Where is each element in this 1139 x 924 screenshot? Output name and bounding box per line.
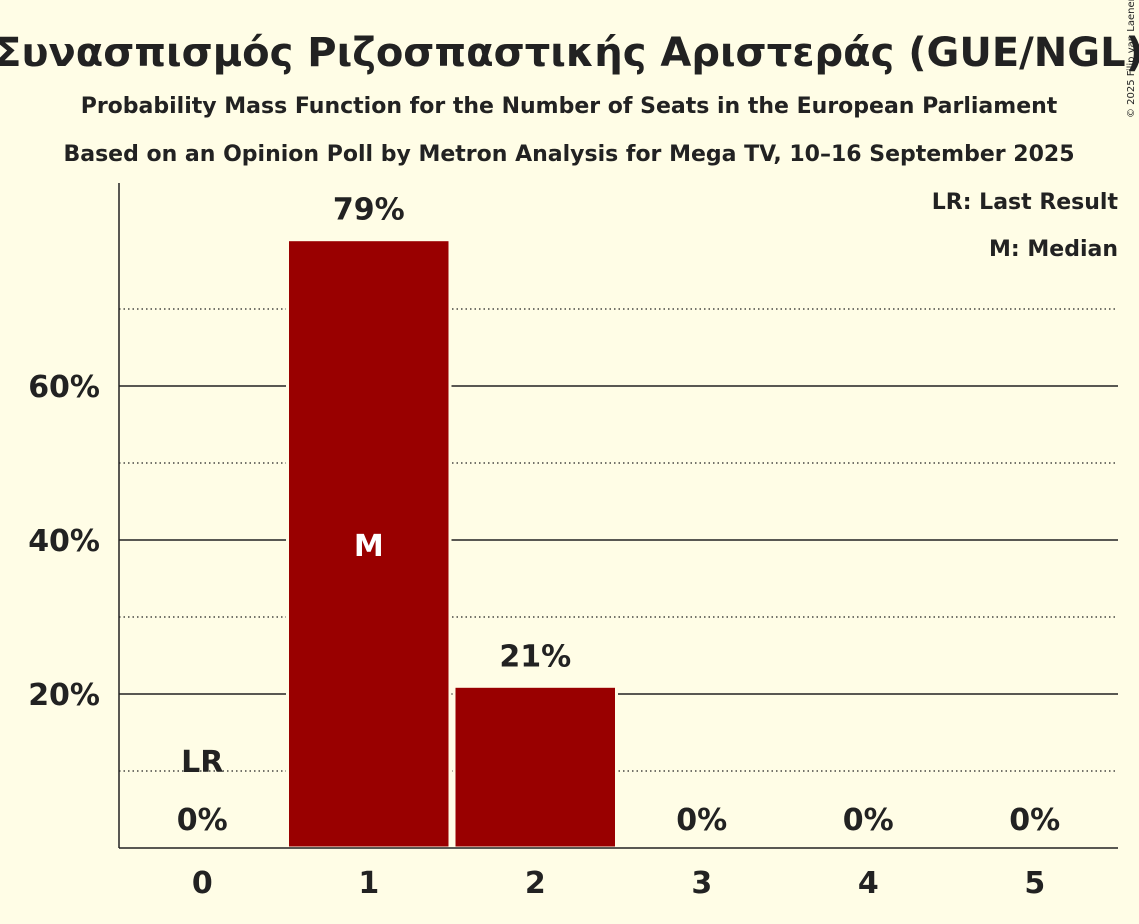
- y-tick-label: 60%: [28, 370, 100, 405]
- x-tick-label-2: 2: [525, 866, 546, 901]
- y-tick-label: 20%: [28, 678, 100, 713]
- value-label-4: 0%: [843, 803, 894, 838]
- chart-subtitle-2: Based on an Opinion Poll by Metron Analy…: [63, 142, 1074, 167]
- chart-subtitle: Probability Mass Function for the Number…: [81, 94, 1058, 119]
- x-tick-label-1: 1: [358, 866, 379, 901]
- value-label-3: 0%: [676, 803, 727, 838]
- value-label-0: 0%: [177, 803, 228, 838]
- value-label-1: 79%: [333, 193, 405, 228]
- gridlines: [119, 308, 1118, 772]
- x-tick-label-4: 4: [858, 866, 879, 901]
- bar-1: [286, 238, 452, 850]
- chart-title: Συνασπισμός Ριζοσπαστικής Αριστεράς (GUE…: [0, 30, 1139, 76]
- bars: [286, 238, 618, 850]
- y-tick-label: 40%: [28, 524, 100, 559]
- last-result-marker: LR: [181, 745, 223, 780]
- value-label-2: 21%: [499, 639, 571, 674]
- bar-2: [452, 684, 618, 850]
- value-label-5: 0%: [1009, 803, 1060, 838]
- x-tick-label-0: 0: [192, 866, 213, 901]
- copyright: © 2025 Filip van Laenen: [1126, 0, 1137, 118]
- median-marker: M: [354, 529, 384, 564]
- x-tick-label-5: 5: [1024, 866, 1045, 901]
- legend-last-result: LR: Last Result: [932, 190, 1119, 215]
- legend-median: M: Median: [989, 237, 1118, 262]
- x-tick-label-3: 3: [691, 866, 712, 901]
